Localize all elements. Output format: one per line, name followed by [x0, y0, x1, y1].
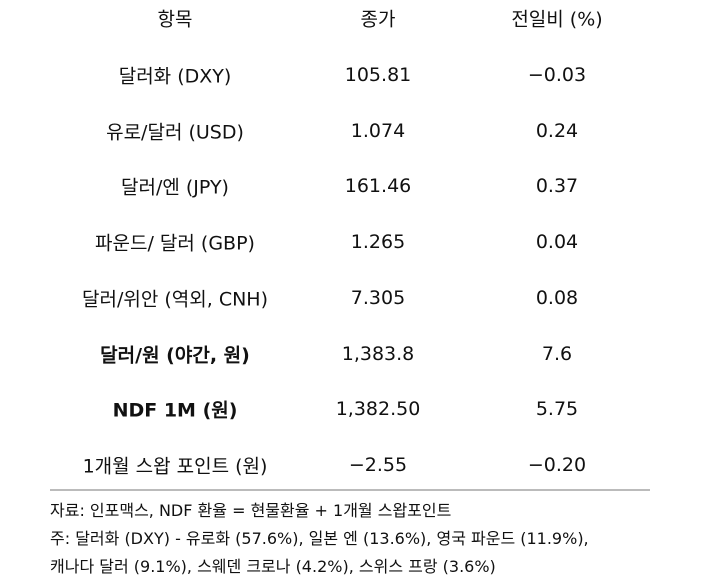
table-cell: 161.46	[344, 175, 412, 198]
note: 자료: 인포맥스, NDF 환율 = 현물환율 + 1개월 스왑포인트	[50, 501, 452, 520]
table-cell: 5.75	[535, 398, 579, 421]
table-cell: 0.24	[535, 119, 579, 142]
table-cell: 달러화 (DXY)	[118, 65, 232, 88]
table-cell: 1,382.50	[335, 398, 421, 421]
table-cell: 달러/엔 (JPY)	[121, 176, 229, 199]
header-cell: 종가	[360, 8, 396, 31]
table-cell: −0.03	[527, 64, 587, 86]
table-cell: 1,383.8	[341, 342, 415, 365]
table-cell: 105.81	[344, 64, 412, 86]
divider	[50, 489, 650, 491]
table-cell: 1.265	[350, 231, 406, 254]
table-cell: 7.6	[541, 342, 573, 365]
header-cell: 전일비 (%)	[511, 8, 603, 31]
table-cell: −2.55	[348, 453, 408, 476]
table-cell: 1개월 스왑 포인트 (원)	[82, 455, 268, 478]
note: 주: 달러화 (DXY) - 유로화 (57.6%), 일본 엔 (13.6%)…	[50, 529, 589, 548]
note: 캐나다 달러 (9.1%), 스웨덴 크로나 (4.2%), 스위스 프랑 (3…	[50, 557, 496, 576]
table-cell: 파운드/ 달러 (GBP)	[95, 232, 255, 255]
table-cell: 유로/달러 (USD)	[106, 121, 244, 144]
table-cell: 달러/원 (야간, 원)	[100, 344, 250, 366]
table-cell: NDF 1M (원)	[112, 399, 238, 422]
table-cell: 0.04	[535, 231, 579, 254]
table-cell: 1.074	[350, 119, 406, 142]
table-cell: 0.08	[535, 286, 579, 309]
table-cell: 7.305	[350, 286, 406, 309]
table-cell: 달러/위안 (역외, CNH)	[82, 288, 268, 311]
header-cell: 항목	[157, 8, 193, 31]
table-cell: −0.20	[527, 453, 587, 476]
table-cell: 0.37	[535, 175, 579, 198]
